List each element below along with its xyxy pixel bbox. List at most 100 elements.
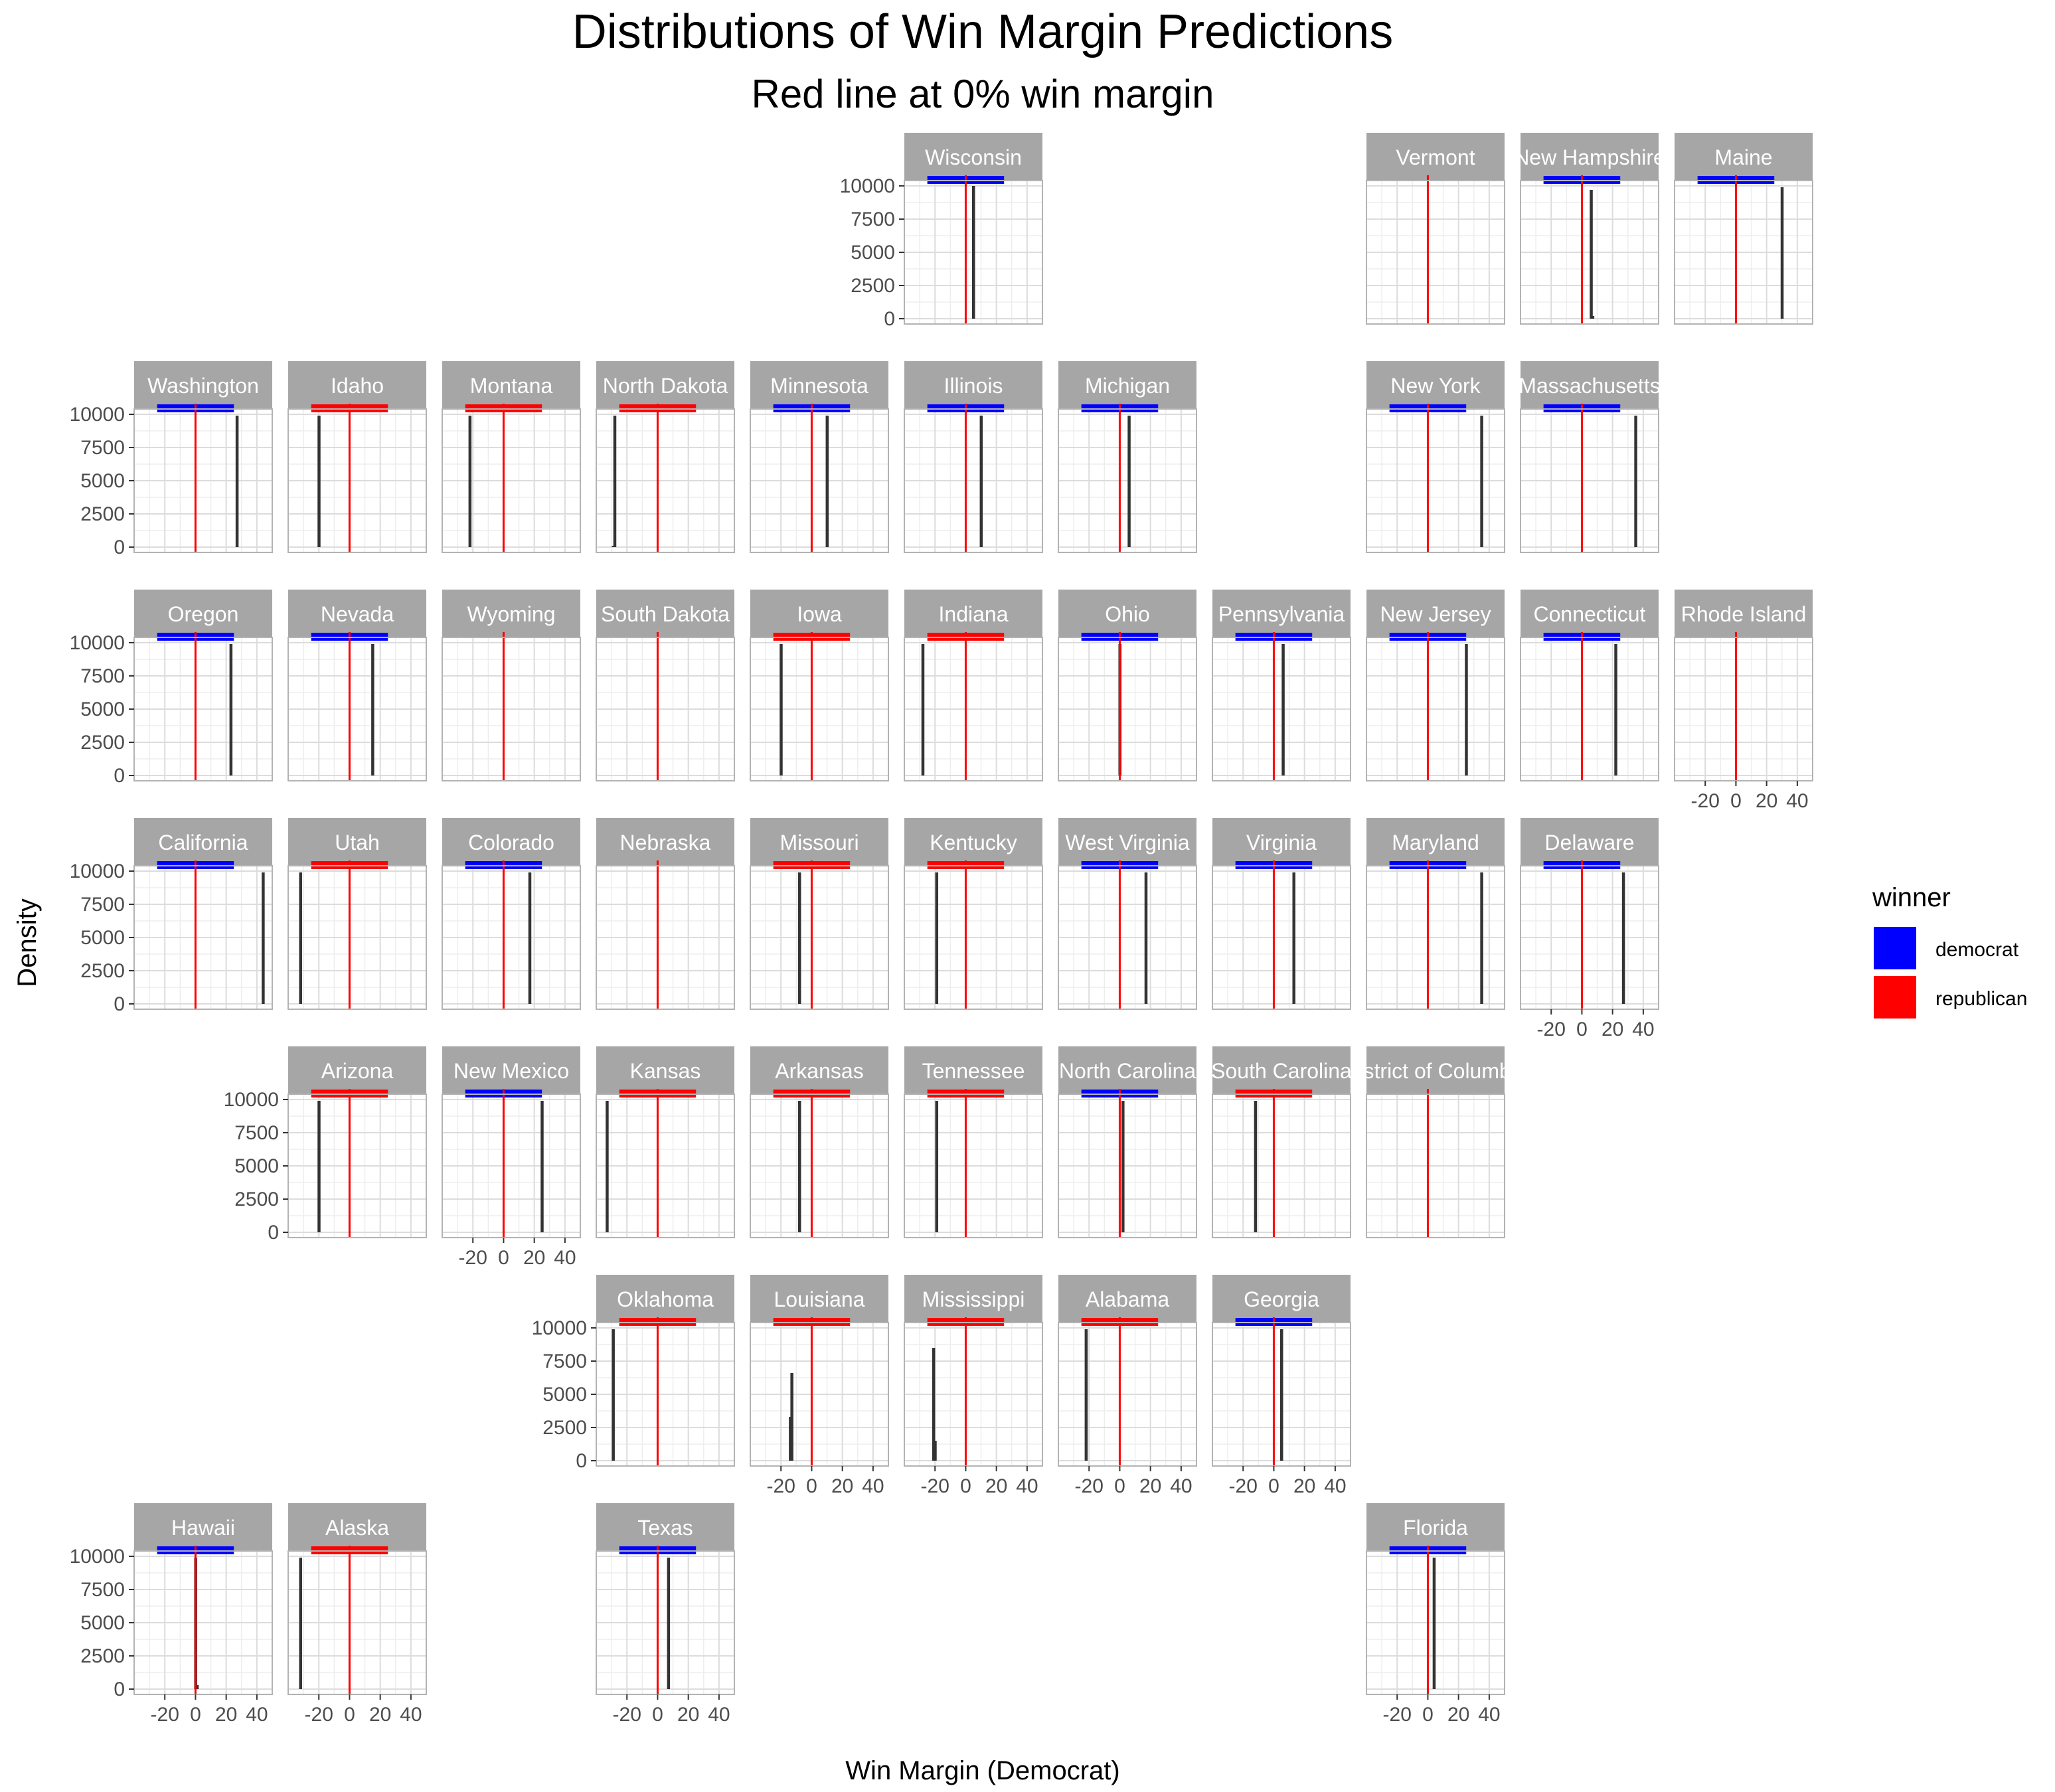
facet-south-carolina: South Carolina <box>1212 1046 1351 1238</box>
x-tick-label: -20 <box>459 1247 487 1269</box>
x-tick-label: 40 <box>1324 1475 1346 1497</box>
x-tick-label: 0 <box>1268 1475 1279 1497</box>
histogram-bar <box>612 546 615 547</box>
histogram-bar <box>1121 1101 1125 1232</box>
facet-strip-label: Vermont <box>1396 145 1475 169</box>
panel-border <box>904 637 1043 781</box>
facet-strip <box>596 1275 734 1323</box>
facet-arkansas: Arkansas <box>750 1046 889 1238</box>
histogram-bar <box>979 416 983 547</box>
facet-panels: Wisconsin 0 2500 5000 7500 10000 Vermont New Ha… <box>70 133 1813 1726</box>
histogram-bar <box>935 1101 939 1232</box>
facet-alaska: Alaska -20 0 20 40 <box>288 1503 427 1726</box>
facet-strip-label: Virginia <box>1246 831 1317 855</box>
x-tick-label: 20 <box>215 1704 237 1726</box>
x-tick-label: 0 <box>1422 1704 1434 1726</box>
facet-strip-label: Florida <box>1403 1516 1468 1540</box>
histogram-bar <box>789 1417 792 1461</box>
facet-strip-label: West Virginia <box>1065 831 1190 855</box>
x-tick-label: 0 <box>652 1704 663 1726</box>
y-axis-label: Density <box>13 898 42 987</box>
histogram-bar <box>195 1685 199 1689</box>
facet-strip-label: Ohio <box>1105 602 1150 626</box>
facet-strip-label: Kansas <box>630 1059 701 1083</box>
histogram-bar <box>1144 872 1148 1004</box>
x-tick-label: 40 <box>862 1475 884 1497</box>
facet-hawaii: Hawaii 0 2500 5000 7500 10000 -20 0 20 40 <box>70 1503 273 1726</box>
x-tick-label: 20 <box>831 1475 853 1497</box>
panel-border <box>1058 1322 1197 1467</box>
y-tick-label: 10000 <box>70 860 125 882</box>
y-tick-label: 0 <box>114 993 125 1015</box>
histogram-bar <box>317 1101 321 1232</box>
x-axis-label: Win Margin (Democrat) <box>845 1756 1119 1785</box>
facet-strip <box>1212 1046 1351 1094</box>
histogram-bar <box>1591 316 1595 319</box>
histogram-bar <box>972 186 975 319</box>
y-tick-label: 10000 <box>70 404 125 426</box>
facet-strip <box>134 818 272 866</box>
facet-strip <box>1521 818 1659 866</box>
panel-border <box>1366 1550 1505 1695</box>
facet-strip <box>750 818 888 866</box>
facet-strip-label: North Dakota <box>603 374 728 398</box>
histogram-bar <box>790 1373 793 1461</box>
x-tick-label: 0 <box>960 1475 971 1497</box>
facet-georgia: Georgia -20 0 20 40 <box>1212 1275 1351 1497</box>
facet-strip <box>1675 590 1813 637</box>
facet-strip-label: Arkansas <box>775 1059 863 1083</box>
legend-title: winner <box>1872 883 1951 912</box>
facet-maryland: Maryland <box>1366 818 1505 1010</box>
y-tick-label: 7500 <box>80 437 125 459</box>
histogram-bar <box>1780 187 1784 319</box>
facet-strip <box>134 590 272 637</box>
facet-strip-label: South Dakota <box>601 602 730 626</box>
facet-vermont: Vermont <box>1366 133 1505 325</box>
histogram-bar <box>1614 644 1617 775</box>
panel-border <box>904 1322 1043 1467</box>
x-tick-label: 40 <box>1632 1018 1654 1040</box>
y-tick-label: 7500 <box>542 1350 587 1372</box>
panel-border <box>1520 408 1659 553</box>
histogram-bar <box>1634 416 1637 547</box>
y-tick-label: 2500 <box>80 1645 125 1667</box>
x-tick-label: 20 <box>985 1475 1007 1497</box>
x-tick-label: 0 <box>190 1704 201 1726</box>
panel-border <box>288 1550 427 1695</box>
x-tick-label: 40 <box>554 1247 576 1269</box>
facet-strip-label: Idaho <box>331 374 384 398</box>
panel-border <box>1674 180 1813 325</box>
facet-district-of-columbia: District of Columbia <box>1366 1046 1505 1238</box>
facet-strip <box>904 361 1042 409</box>
histogram-bar <box>468 416 472 547</box>
x-tick-label: -20 <box>1075 1475 1104 1497</box>
facet-strip <box>1058 1046 1196 1094</box>
facet-strip <box>904 590 1042 637</box>
facet-strip-label: North Carolina <box>1059 1059 1196 1083</box>
y-tick-label: 10000 <box>532 1317 587 1339</box>
facet-michigan: Michigan <box>1058 361 1197 553</box>
facet-strip-label: Alabama <box>1086 1287 1170 1311</box>
facet-nebraska: Nebraska <box>596 818 735 1010</box>
facet-strip-label: Texas <box>637 1516 693 1540</box>
panel-border <box>1520 865 1659 1010</box>
panel-border <box>1212 865 1351 1010</box>
facet-strip-label: Maine <box>1714 145 1772 169</box>
facet-strip-label: Missouri <box>780 831 859 855</box>
facet-strip <box>596 1503 734 1551</box>
panel-border <box>1058 408 1197 553</box>
facet-strip-label: New Hampshire <box>1514 145 1665 169</box>
panel-border <box>442 408 581 553</box>
facet-washington: Washington 0 2500 5000 7500 10000 <box>70 361 273 558</box>
x-tick-label: 40 <box>1478 1704 1500 1726</box>
panel-border <box>1366 637 1505 781</box>
x-tick-label: 40 <box>400 1704 422 1726</box>
y-tick-label: 0 <box>576 1450 587 1472</box>
facet-strip <box>442 590 580 637</box>
x-tick-label: 20 <box>1139 1475 1161 1497</box>
facet-strip <box>1212 1275 1351 1323</box>
facet-kansas: Kansas <box>596 1046 735 1238</box>
histogram-bar <box>540 1101 544 1232</box>
facet-strip <box>596 1046 734 1094</box>
